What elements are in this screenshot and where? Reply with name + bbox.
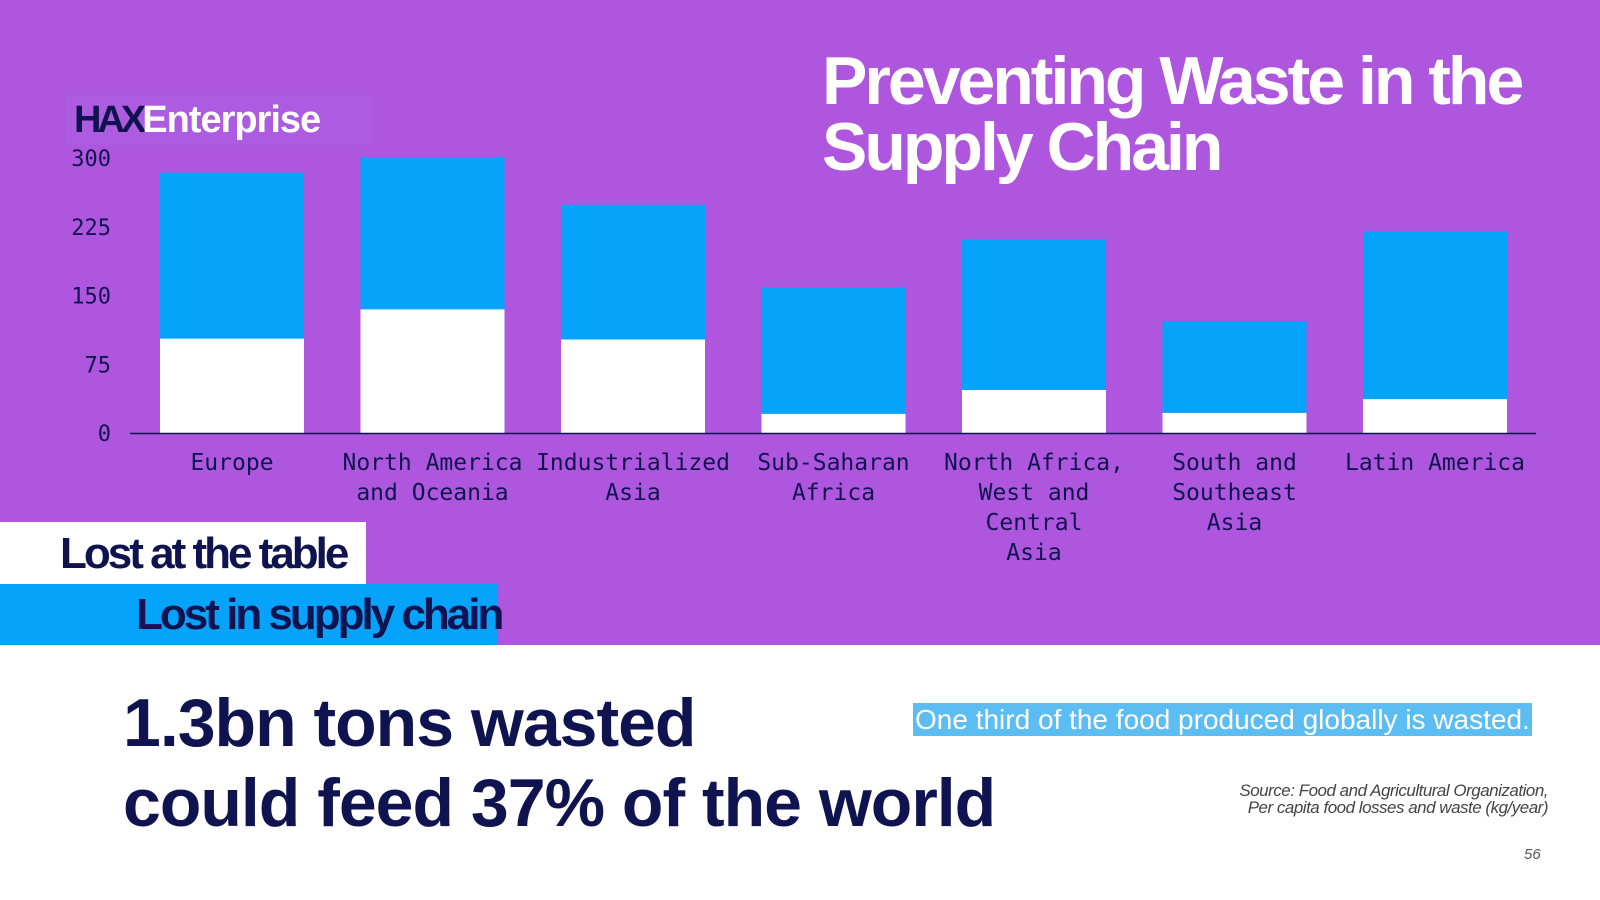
x-category-label: South and Southeast Asia xyxy=(1172,450,1297,536)
x-category-label-line: South and xyxy=(1172,450,1297,476)
x-category-label: Sub-Saharan Africa xyxy=(757,450,909,506)
x-category-label-line: Central xyxy=(986,510,1083,536)
x-category-label-line: North Africa, xyxy=(944,450,1124,476)
x-category-label-line: Asia xyxy=(605,480,660,506)
bar-lost-at-the-table-latin-america xyxy=(1363,399,1507,433)
source-line-1: Source: Food and Agricultural Organizati… xyxy=(1239,781,1548,800)
y-tick-label: 0 xyxy=(98,422,111,447)
title-line-2: Supply Chain xyxy=(822,109,1223,185)
x-category-label-line: Europe xyxy=(190,450,273,476)
bar-lost-in-supply-chain-industrialized-asia xyxy=(561,204,705,340)
slide-title: Preventing Waste in the Supply Chain xyxy=(822,47,1582,181)
stacked-bar-chart: 0 75 150 225 300 Europe North America and Ocean… xyxy=(71,147,1536,566)
bar-lost-in-supply-chain-sub-saharan-africa xyxy=(761,287,906,414)
x-category-label-line: Africa xyxy=(792,480,875,506)
x-category-label-line: Sub-Saharan xyxy=(757,450,909,476)
x-category-label: Latin America xyxy=(1345,450,1525,476)
title-line-1: Preventing Waste in the xyxy=(822,43,1524,119)
x-category-label-line: Latin America xyxy=(1345,450,1525,476)
x-category-label-line: North America xyxy=(342,450,522,476)
bar-lost-at-the-table-sub-saharan-africa xyxy=(761,413,906,433)
x-category-label: North America and Oceania xyxy=(342,450,522,506)
bar-lost-in-supply-chain-latin-america xyxy=(1363,231,1507,400)
y-tick-label: 150 xyxy=(71,285,111,310)
hax-enterprise-logo: HAX Enterprise xyxy=(66,95,372,145)
one-third-note: One third of the food produced globally … xyxy=(913,703,1532,736)
x-category-label: Europe xyxy=(190,450,273,476)
logo-hax: HAX xyxy=(74,99,146,141)
bar-lost-in-supply-chain-south-and-southeast-asia xyxy=(1162,321,1307,413)
x-category-label: North Africa, West and Central Asia xyxy=(944,450,1124,566)
headline-line-2: could feed 37% of the world xyxy=(123,765,996,841)
bar-lost-in-supply-chain-europe xyxy=(160,172,304,339)
x-category-label-line: Asia xyxy=(1207,510,1262,536)
bar-lost-at-the-table-europe xyxy=(160,338,304,433)
bar-lost-in-supply-chain-north-africa-west-and-central-asia xyxy=(962,239,1106,390)
legend-lost-at-table-label: Lost at the table xyxy=(60,529,349,578)
x-category-label-line: Industrialized xyxy=(536,450,730,476)
y-tick-label: 75 xyxy=(85,353,112,378)
bar-lost-at-the-table-north-africa-west-and-central-asia xyxy=(962,389,1106,433)
page-number: 56 xyxy=(1524,846,1541,863)
bar-lost-in-supply-chain-north-america-and-oceania xyxy=(360,157,505,310)
x-category-label-line: Southeast xyxy=(1172,480,1297,506)
bar-lost-at-the-table-industrialized-asia xyxy=(561,339,705,433)
legend-lost-in-supply-chain-label: Lost in supply chain xyxy=(136,590,504,639)
headline-line-1: 1.3bn tons wasted xyxy=(123,685,696,761)
legend-lost-at-table: Lost at the table xyxy=(0,522,366,584)
logo-enterprise: Enterprise xyxy=(142,99,321,141)
x-category-label-line: Asia xyxy=(1006,540,1061,566)
legend-lost-in-supply-chain: Lost in supply chain xyxy=(0,584,504,645)
headline: 1.3bn tons wasted could feed 37% of the … xyxy=(123,683,996,843)
bar-lost-at-the-table-north-america-and-oceania xyxy=(360,309,505,433)
source-line-2: Per capita food losses and waste (kg/yea… xyxy=(1247,798,1549,817)
y-tick-label: 225 xyxy=(71,216,111,241)
x-category-label-line: and Oceania xyxy=(356,480,508,506)
x-category-label-line: West and xyxy=(979,480,1090,506)
bar-lost-at-the-table-south-and-southeast-asia xyxy=(1162,412,1307,433)
x-category-label: Industrialized Asia xyxy=(536,450,730,506)
y-tick-label: 300 xyxy=(71,147,111,172)
source-citation: Source: Food and Agricultural Organizati… xyxy=(1239,782,1548,816)
